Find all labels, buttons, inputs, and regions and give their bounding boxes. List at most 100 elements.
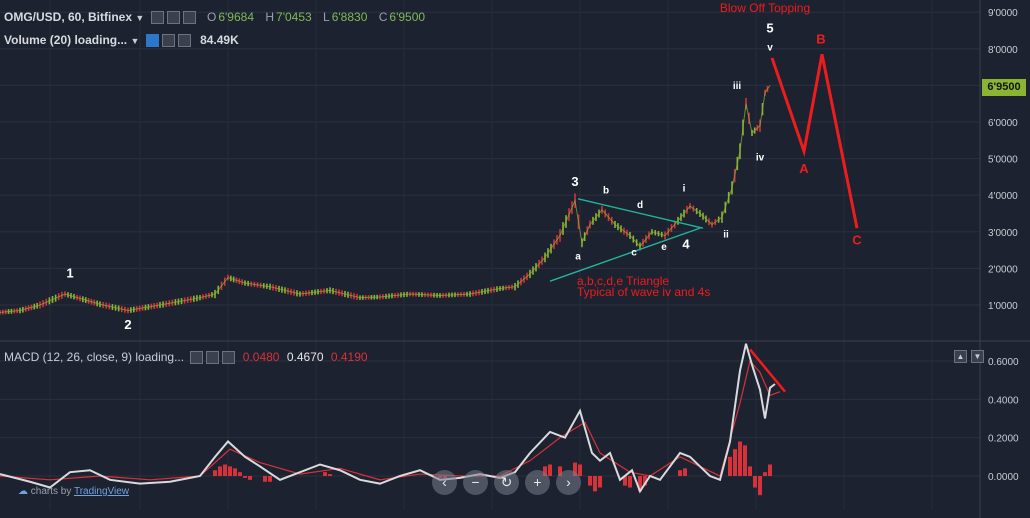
chevron-down-icon[interactable]: ▼ — [130, 36, 140, 46]
chevron-down-icon[interactable]: ▼ — [135, 13, 145, 23]
low-label: L — [323, 10, 330, 24]
macd-tick-label: 0.6000 — [988, 357, 1019, 368]
high-value: 7'0453 — [276, 10, 312, 24]
macd-histogram-bar — [768, 464, 772, 476]
volume-value: 84.49K — [200, 33, 239, 47]
eye-icon[interactable] — [150, 11, 164, 25]
close-label: C — [378, 10, 388, 24]
macd-histogram-bar — [748, 466, 752, 476]
close-value: 6'9500 — [389, 10, 426, 24]
scroll-left-button[interactable]: ‹ — [432, 470, 457, 495]
gear-icon[interactable] — [206, 351, 220, 365]
macd-histogram-bar — [628, 476, 632, 488]
price-tick-label: 3'0000 — [988, 228, 1018, 239]
macd-histogram-bar — [733, 449, 737, 476]
price-tick-label: 1'0000 — [988, 301, 1018, 312]
chart-navigation: ‹ − ↻ + › — [432, 470, 581, 495]
price-tick-label: 8'0000 — [988, 45, 1018, 56]
macd-histogram-bar — [763, 472, 767, 476]
wave-label: i — [683, 184, 686, 195]
macd-histogram-bar — [218, 466, 222, 476]
price-tick-label: 4'0000 — [988, 191, 1018, 202]
macd-tick-label: 0.2000 — [988, 434, 1019, 445]
macd-histogram-bar — [728, 456, 732, 476]
wave-label: iv — [756, 152, 765, 163]
macd-histogram-bar — [228, 466, 232, 476]
macd-trend-line — [749, 348, 786, 393]
macd-histogram-bar — [753, 476, 757, 488]
brand-footer: ☁ charts by TradingView — [18, 486, 129, 497]
wave-label: ii — [723, 229, 729, 240]
zoom-out-button[interactable]: − — [463, 470, 488, 495]
open-value: 6'9684 — [218, 10, 254, 24]
macd-histogram-bar — [268, 476, 272, 482]
tradingview-link[interactable]: TradingView — [73, 486, 129, 497]
eye-icon[interactable] — [145, 34, 159, 48]
close-icon[interactable] — [177, 34, 191, 48]
price-tick-label: 5'0000 — [988, 155, 1018, 166]
symbol-header: OMG/USD, 60, Bitfinex ▼ O 6'9684 H 7'0453 … — [4, 10, 426, 25]
macd-histogram-bar — [328, 474, 332, 476]
gear-icon[interactable] — [161, 34, 175, 48]
macd-histogram-bar — [743, 445, 747, 476]
macd-signal-line — [0, 359, 781, 481]
macd-histogram-bar — [248, 476, 252, 480]
pane-down-icon[interactable]: ▼ — [971, 350, 984, 363]
scroll-right-button[interactable]: › — [556, 470, 581, 495]
eye-icon[interactable] — [190, 351, 204, 365]
macd-histogram-bar — [548, 464, 552, 476]
gear-icon[interactable] — [166, 11, 180, 25]
wave-label: 4 — [682, 236, 690, 251]
macd-line-value: 0.4670 — [286, 350, 324, 364]
macd-histogram-bar — [543, 466, 547, 476]
wave-label: c — [631, 248, 637, 259]
wave-label: 2 — [124, 317, 131, 332]
macd-histogram-bar — [758, 476, 762, 496]
wave-label: B — [816, 31, 825, 46]
wave-label: v — [767, 43, 773, 54]
brand-prefix: charts by — [30, 486, 72, 497]
close-icon[interactable] — [182, 11, 196, 25]
wave-label: A — [799, 161, 809, 176]
triangle-line — [577, 198, 704, 229]
macd-histogram-bar — [588, 476, 592, 486]
reset-button[interactable]: ↻ — [494, 470, 519, 495]
price-tick-label: 9'0000 — [988, 8, 1018, 19]
price-line — [0, 85, 771, 313]
macd-histogram-bar — [573, 462, 577, 476]
symbol-title[interactable]: OMG/USD, 60, Bitfinex — [4, 10, 133, 24]
wave-label: b — [603, 185, 609, 196]
macd-histogram-bar — [223, 464, 227, 476]
pane-up-icon[interactable]: ▲ — [954, 350, 967, 363]
macd-histogram-bar — [558, 466, 562, 476]
macd-histogram-bar — [323, 472, 327, 476]
macd-tick-label: 0.4000 — [988, 395, 1019, 406]
close-icon[interactable] — [222, 351, 236, 365]
macd-legend: MACD (12, 26, close, 9) loading... 0.048… — [4, 350, 368, 365]
wave-label: 1 — [66, 266, 73, 281]
macd-histogram-bar — [213, 470, 217, 476]
macd-histogram-bar — [638, 476, 642, 492]
annotation-text: Blow Off Topping — [720, 1, 810, 15]
wave-label: iii — [733, 81, 742, 92]
cloud-icon: ☁ — [18, 486, 28, 497]
macd-histogram-bar — [238, 472, 242, 476]
volume-legend: Volume (20) loading... ▼ 84.49K — [4, 33, 239, 48]
macd-histogram-bar — [243, 476, 247, 478]
price-tick-label: 6'0000 — [988, 118, 1018, 129]
macd-histogram-bar — [593, 476, 597, 492]
low-value: 6'8830 — [331, 10, 368, 24]
volume-label[interactable]: Volume (20) loading... — [4, 33, 128, 47]
macd-label[interactable]: MACD (12, 26, close, 9) loading... — [4, 350, 185, 364]
macd-histogram-bar — [683, 468, 687, 476]
macd-tick-label: 0.0000 — [988, 472, 1019, 483]
macd-histogram-bar — [578, 464, 582, 476]
macd-histogram-bar — [263, 476, 267, 482]
high-label: H — [265, 10, 275, 24]
pane-controls: ▲ ▼ — [954, 350, 984, 363]
macd-histogram-bar — [598, 476, 602, 488]
zoom-in-button[interactable]: + — [525, 470, 550, 495]
price-tick-label: 2'0000 — [988, 264, 1018, 275]
